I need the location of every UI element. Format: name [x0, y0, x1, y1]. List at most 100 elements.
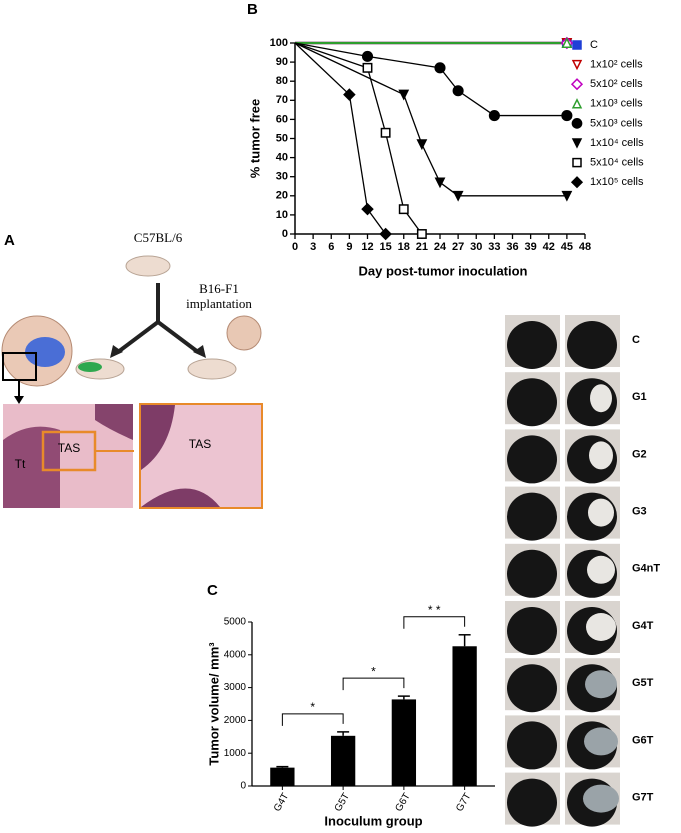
y-tick-label: 40 [276, 152, 288, 164]
y-tick-label: 80 [276, 75, 288, 87]
x-tick-label: 42 [543, 241, 555, 253]
group-label: G4T [632, 620, 654, 632]
x-tick-label: G7T [454, 791, 473, 813]
x-axis-title: Day post-tumor inoculation [359, 263, 528, 278]
x-tick-label: G6T [394, 791, 413, 813]
x-tick-label: 24 [434, 241, 447, 253]
legend-marker [571, 138, 583, 149]
series-line [294, 42, 567, 117]
marker [398, 89, 410, 101]
legend-label: 5x10⁴ cells [590, 157, 644, 169]
group-label: G3 [632, 506, 647, 518]
lesion [585, 670, 617, 699]
marker [416, 229, 427, 239]
legend-marker [570, 78, 584, 91]
mouse-body [567, 321, 617, 369]
group-label: G1 [632, 391, 647, 403]
lesion [587, 555, 615, 584]
y-tick-label: 60 [276, 113, 288, 125]
x-tick-label: 30 [470, 241, 482, 253]
group-label: G5T [632, 677, 654, 689]
arrow-head [193, 345, 206, 358]
mouse-body [507, 435, 557, 484]
marker [434, 177, 446, 189]
mouse-body [507, 492, 557, 541]
mouse-body [507, 549, 557, 598]
x-tick-label: 15 [380, 241, 392, 253]
y-tick-label: 30 [276, 171, 288, 183]
histology-label: TAS [189, 437, 211, 451]
x-tick-label: 12 [361, 241, 373, 253]
marker [416, 139, 428, 151]
marker [362, 62, 373, 73]
y-tick-label: 5000 [224, 617, 247, 628]
volume-chart: C 0 1000 2000 3000 4000 5000 G4T G5T G6T G7T * * * * I… [206, 582, 495, 828]
bar [391, 699, 417, 786]
arrow-head [110, 345, 123, 358]
tumor-cells [226, 315, 262, 351]
lesion [586, 613, 616, 641]
significance-bracket [342, 677, 405, 691]
group-label: G6T [632, 734, 654, 746]
y-tick-label: 20 [276, 190, 288, 202]
y-tick-label: 2000 [224, 715, 247, 726]
legend-label: 5x10³ cells [590, 117, 643, 129]
significance-bracket [281, 713, 344, 726]
legend-label: 1x10² cells [590, 59, 643, 71]
significance-label: * * [428, 603, 441, 617]
lesion [584, 727, 618, 756]
x-tick-label: 39 [525, 241, 537, 253]
bar [270, 767, 295, 786]
y-tick-label: 70 [276, 94, 288, 106]
mouse-body [507, 778, 557, 827]
marker [561, 110, 573, 122]
group-label: G2 [632, 448, 647, 460]
x-tick-label: 21 [416, 241, 428, 253]
legend-marker [572, 157, 582, 168]
significance-label: * [371, 664, 376, 678]
histology-tissue [95, 404, 133, 440]
procedure-label: B16-F1 [199, 281, 239, 296]
y-tick-label: 50 [276, 132, 288, 144]
marker [452, 190, 464, 202]
strain-label: C57BL/6 [134, 230, 183, 245]
legend-marker [570, 176, 584, 189]
arrow-head [14, 396, 24, 404]
tumor [78, 362, 102, 372]
mouse-body [507, 721, 557, 770]
legend-marker [572, 40, 582, 50]
marker [561, 37, 573, 48]
marker [380, 127, 391, 138]
x-tick-label: 18 [398, 241, 410, 253]
lesion [589, 441, 613, 470]
legend-label: 1x10⁴ cells [590, 137, 644, 149]
legend-label: 1x10⁵ cells [590, 176, 644, 188]
histology-tissue [141, 405, 175, 470]
photo-panel: C G1 G2 G3 G4nT G4T G5T G6T G7T [505, 315, 660, 827]
lesion [588, 498, 614, 527]
y-tick-label: 1000 [224, 748, 247, 759]
x-tick-label: 48 [579, 241, 591, 253]
x-tick-label: 9 [346, 241, 352, 253]
x-tick-label: G4T [272, 791, 291, 813]
mouse-body [507, 378, 557, 427]
marker [379, 227, 392, 241]
y-tick-label: 0 [282, 228, 288, 240]
arrow [156, 320, 200, 354]
series-line [294, 42, 387, 235]
group-label: G7T [632, 792, 654, 804]
mouse-body [507, 607, 557, 655]
lesion [583, 784, 619, 813]
mouse-body [507, 321, 557, 369]
panel-label: B [247, 1, 258, 18]
y-tick-label: 90 [276, 56, 288, 68]
panel-label: A [4, 232, 15, 249]
legend-marker [571, 59, 583, 71]
x-tick-label: 36 [506, 241, 518, 253]
marker [452, 85, 464, 97]
histology-tissue [141, 488, 220, 507]
procedure-label: implantation [186, 296, 252, 311]
bar [452, 646, 477, 786]
